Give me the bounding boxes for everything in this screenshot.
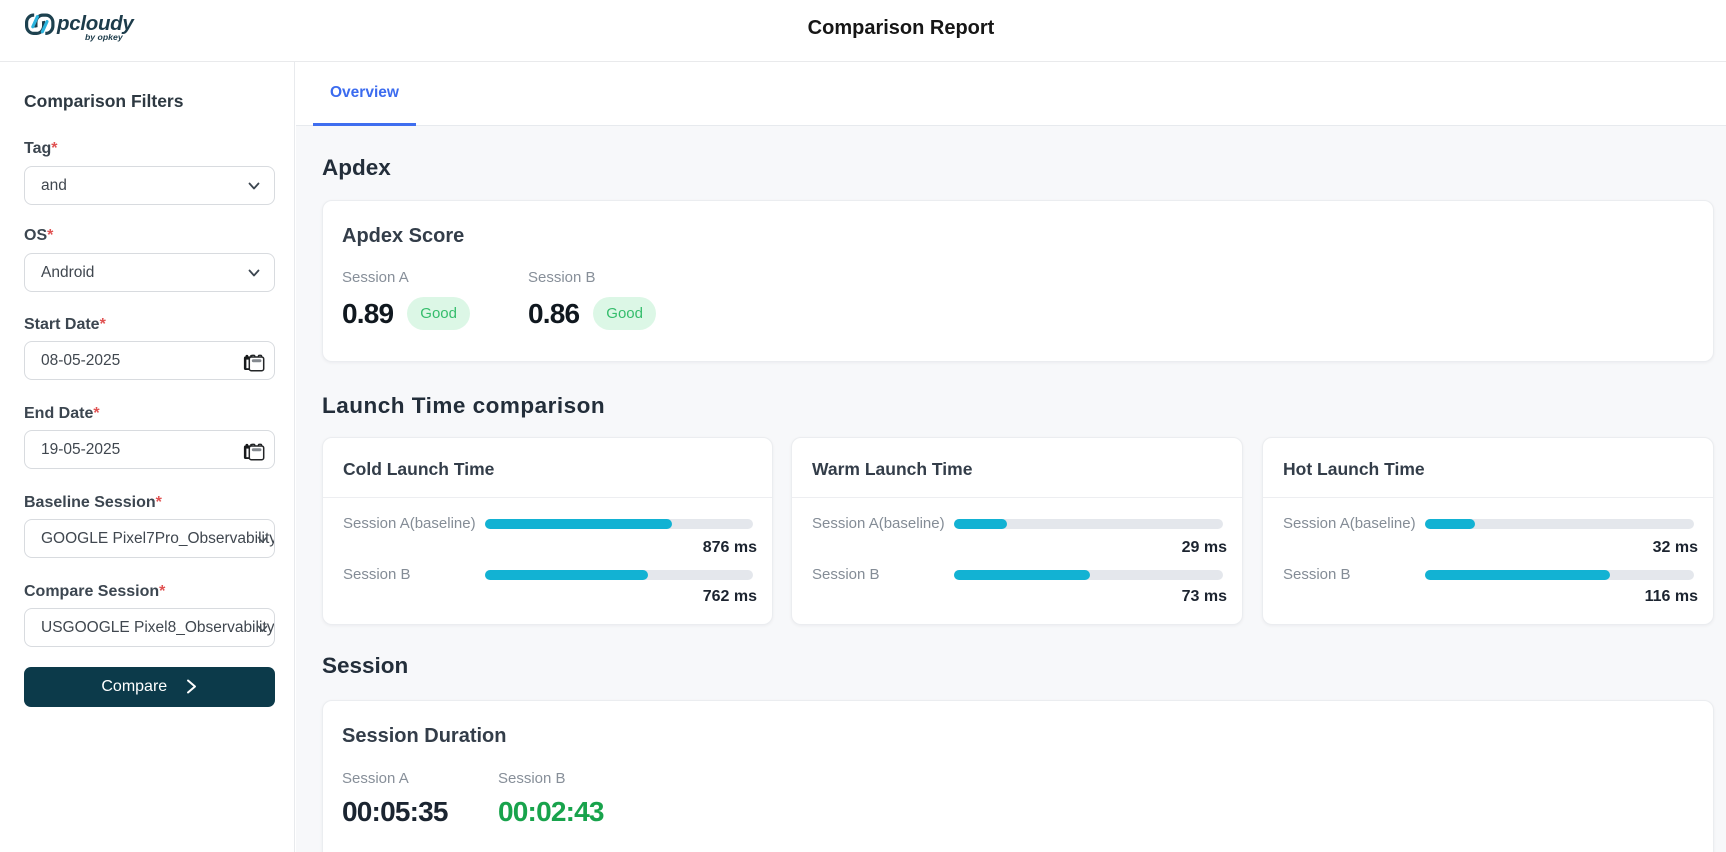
svg-text:pcloudy: pcloudy: [56, 12, 135, 35]
svg-text:by opkey: by opkey: [85, 32, 124, 42]
